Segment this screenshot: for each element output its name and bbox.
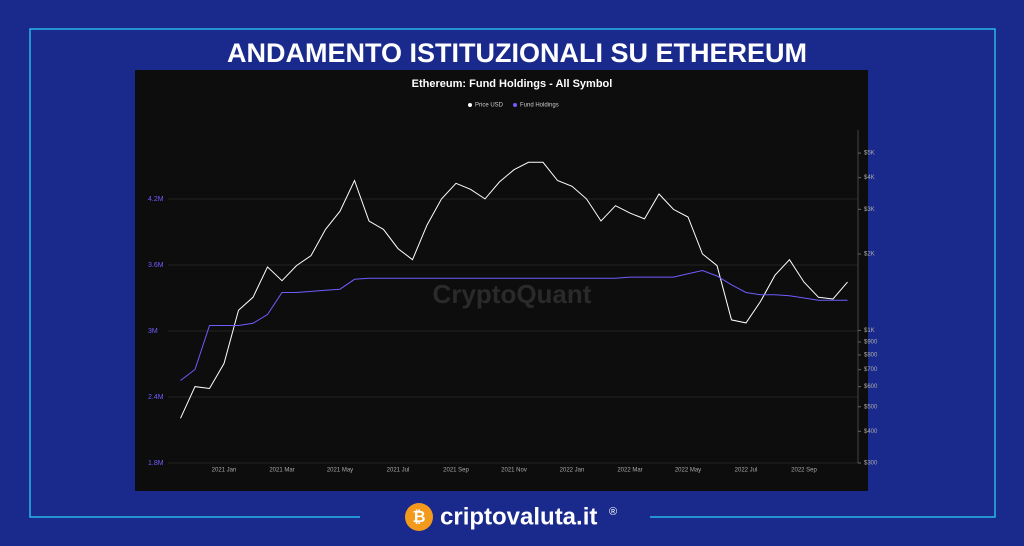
watermark: CryptoQuant xyxy=(433,279,592,309)
y2-tick-label: $4K xyxy=(864,175,875,181)
legend-label: Fund Holdings xyxy=(520,103,559,109)
y2-tick-label: $800 xyxy=(864,353,878,359)
brand: criptovaluta.it xyxy=(440,503,597,530)
y2-tick-label: $5K xyxy=(864,151,875,157)
y-tick-label: 2.4M xyxy=(148,394,164,401)
y2-tick-label: $1K xyxy=(864,328,875,334)
y2-tick-label: $500 xyxy=(864,404,878,410)
x-tick-label: 2022 May xyxy=(675,468,701,474)
legend-dot xyxy=(513,103,517,107)
legend-dot xyxy=(468,103,472,107)
x-tick-label: 2021 May xyxy=(327,468,353,474)
logo xyxy=(405,503,433,531)
page-title: ANDAMENTO ISTITUZIONALI SU ETHEREUM xyxy=(227,38,807,68)
x-tick-label: 2022 Jul xyxy=(735,468,758,474)
logo-symbol: ₿ xyxy=(412,508,425,526)
brand-mark: ® xyxy=(609,506,617,518)
legend-label: Price USD xyxy=(475,103,504,109)
x-tick-label: 2021 Nov xyxy=(501,468,527,474)
x-tick-label: 2022 Sep xyxy=(791,468,817,474)
y-tick-label: 3.6M xyxy=(148,262,164,269)
y2-tick-label: $700 xyxy=(864,367,878,373)
x-tick-label: 2022 Jan xyxy=(560,468,585,474)
y2-tick-label: $300 xyxy=(864,461,878,467)
x-tick-label: 2021 Sep xyxy=(443,468,469,474)
y-tick-label: 3M xyxy=(148,328,158,335)
x-tick-label: 2022 Mar xyxy=(617,468,642,474)
y2-tick-label: $600 xyxy=(864,384,878,390)
series-line xyxy=(180,269,848,381)
y-tick-label: 4.2M xyxy=(148,196,164,203)
x-tick-label: 2021 Jul xyxy=(387,468,410,474)
y2-tick-label: $3K xyxy=(864,207,875,213)
chart-title: Ethereum: Fund Holdings - All Symbol xyxy=(412,78,613,90)
series-line xyxy=(180,161,848,419)
x-tick-label: 2021 Mar xyxy=(269,468,294,474)
x-tick-label: 2021 Jan xyxy=(212,468,237,474)
y2-tick-label: $400 xyxy=(864,429,878,435)
chart-panel xyxy=(135,70,868,491)
y2-tick-label: $900 xyxy=(864,340,878,346)
y2-tick-label: $2K xyxy=(864,252,875,258)
y-tick-label: 1.8M xyxy=(148,460,164,467)
